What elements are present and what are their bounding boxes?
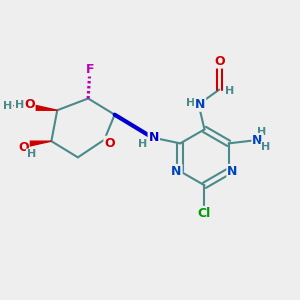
Text: O: O	[24, 98, 34, 111]
Text: O: O	[104, 137, 115, 150]
Polygon shape	[25, 141, 51, 147]
Text: N: N	[227, 165, 238, 178]
Text: H: H	[3, 101, 12, 111]
Text: N: N	[171, 165, 182, 178]
Text: H: H	[186, 98, 195, 108]
Text: O: O	[214, 55, 224, 68]
Text: Cl: Cl	[198, 207, 211, 220]
Text: N: N	[195, 98, 205, 111]
Text: H: H	[225, 86, 234, 96]
Text: H: H	[262, 142, 271, 152]
Text: H: H	[257, 127, 267, 137]
Text: N: N	[148, 131, 159, 144]
Text: H: H	[138, 139, 148, 149]
Polygon shape	[30, 104, 57, 110]
Text: -: -	[9, 101, 14, 111]
Text: H: H	[27, 149, 36, 159]
Text: H: H	[15, 100, 24, 110]
Text: O: O	[18, 141, 29, 154]
Text: F: F	[85, 62, 94, 76]
Text: N: N	[252, 134, 263, 147]
